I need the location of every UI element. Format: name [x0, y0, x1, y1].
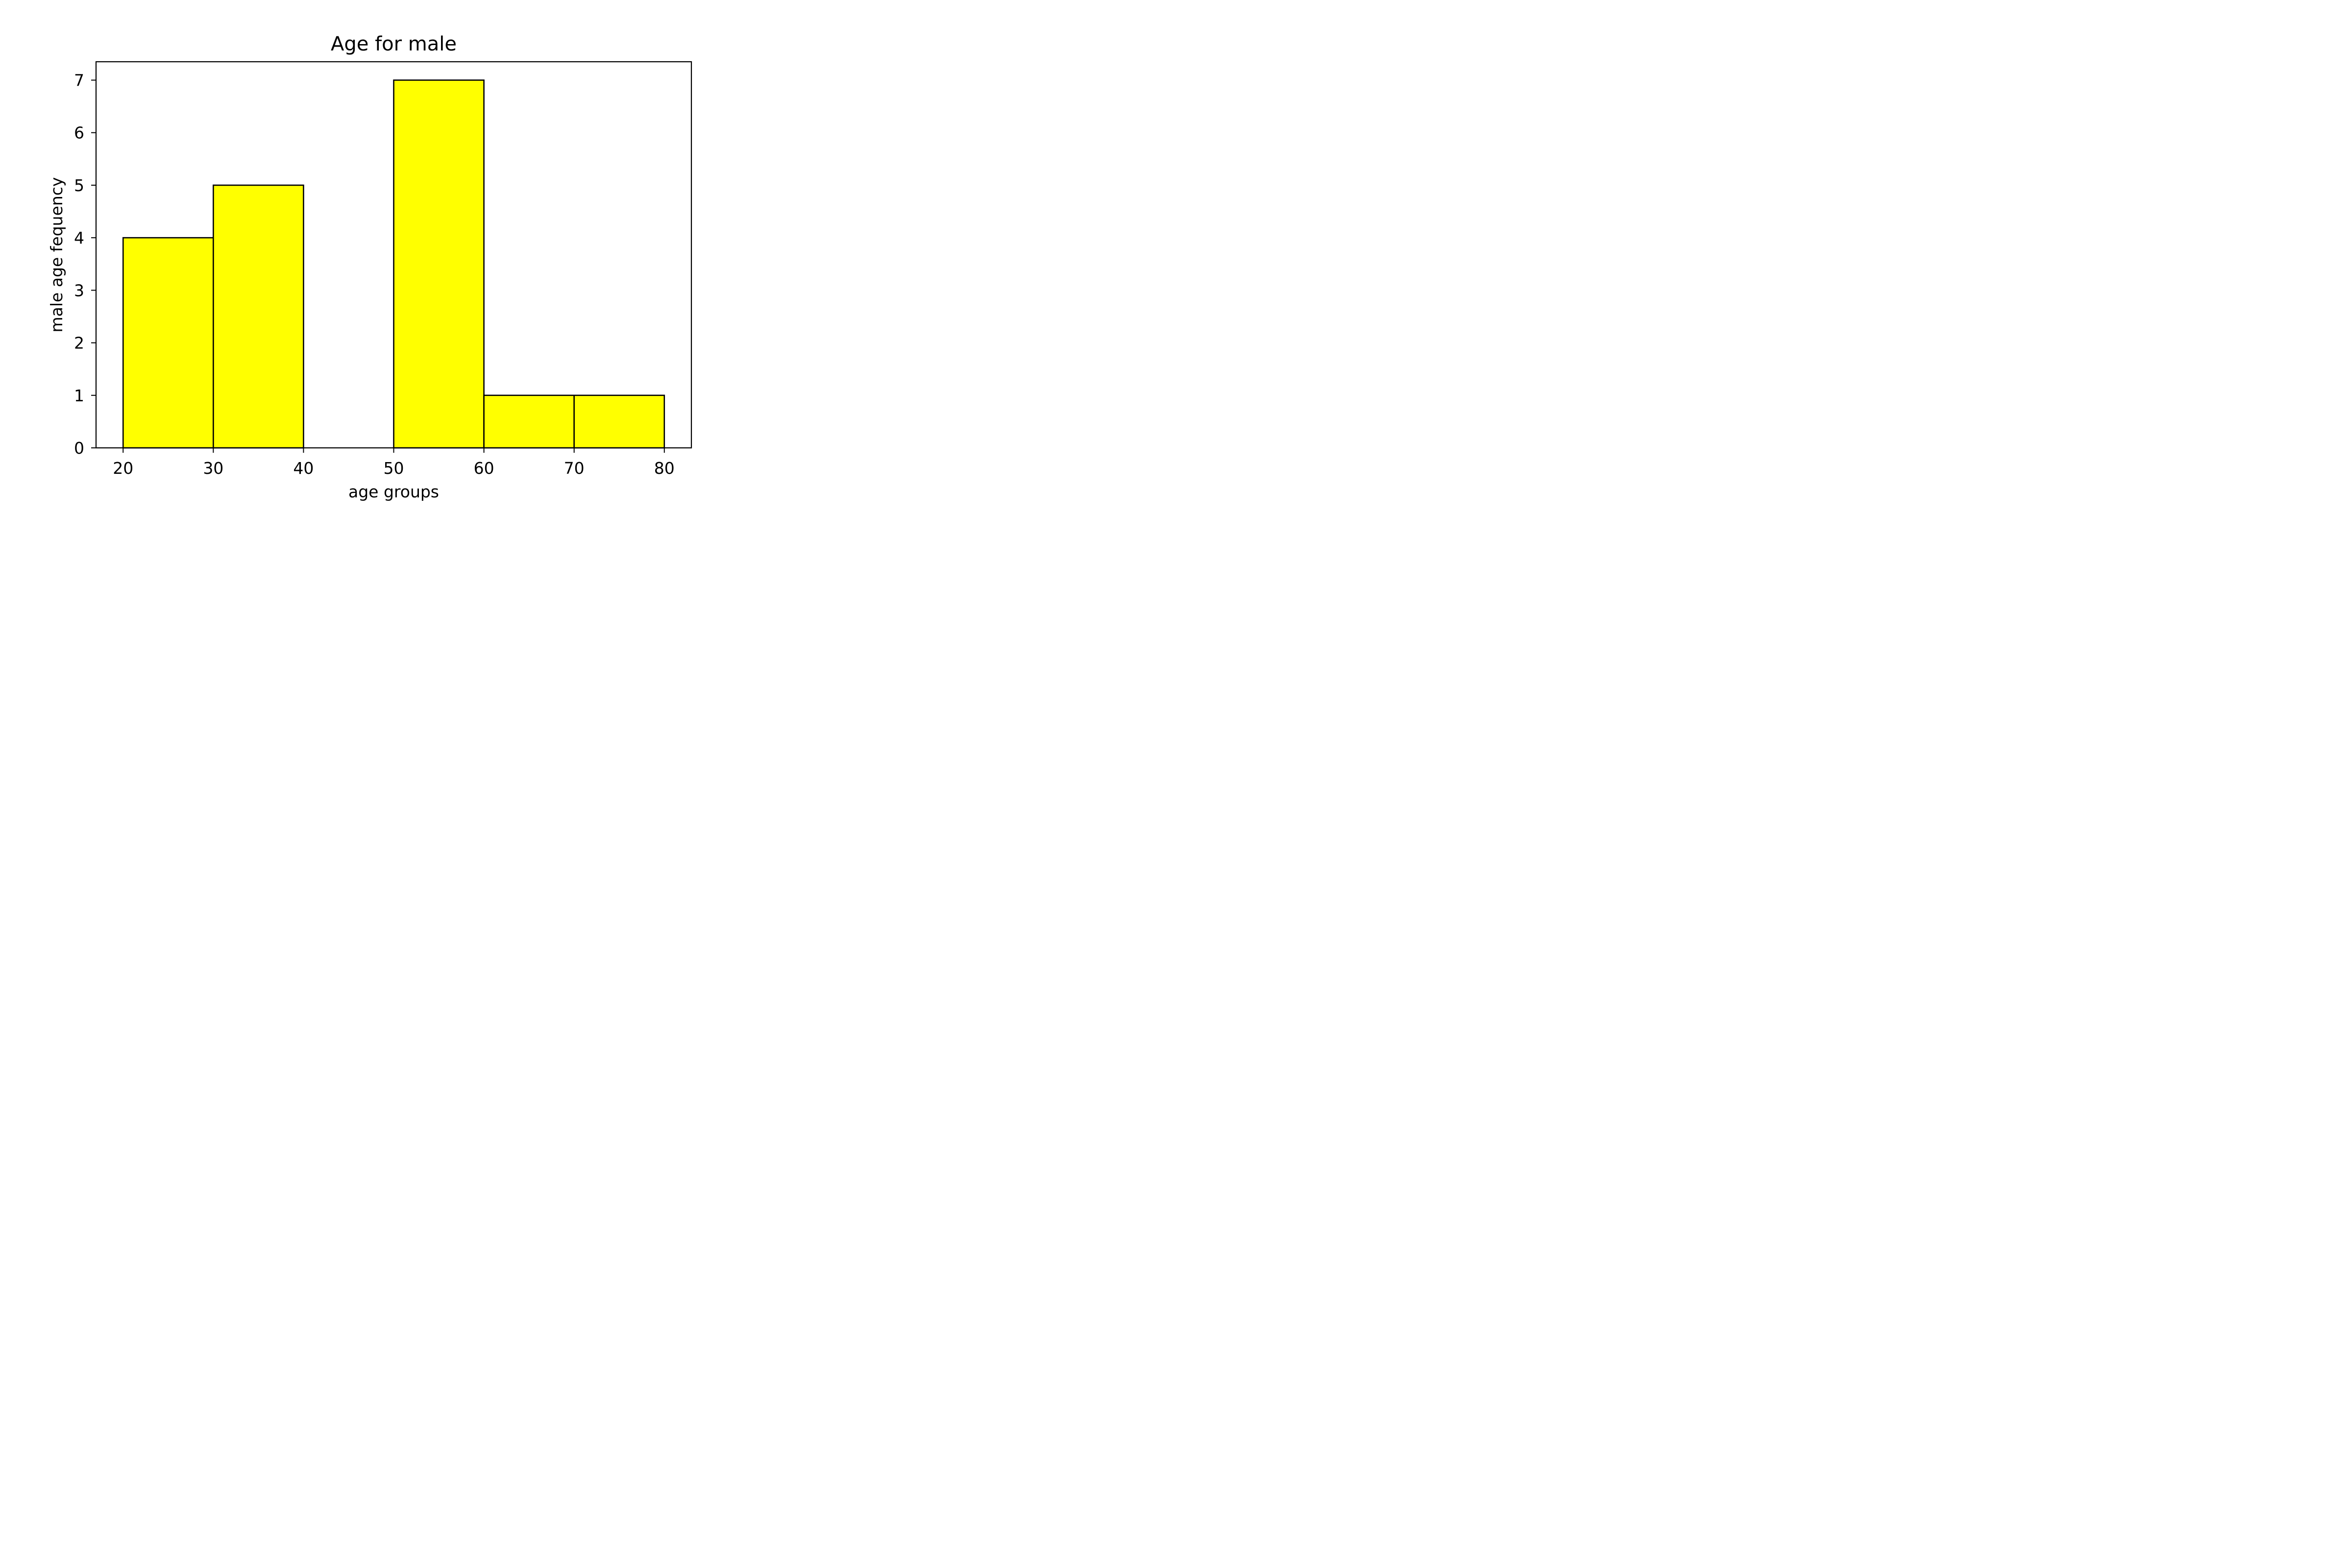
histogram-bar-20-30: [122, 237, 214, 449]
y-tick-label: 0: [74, 439, 84, 458]
y-tick-label: 4: [74, 228, 84, 247]
y-tick-label: 7: [74, 71, 84, 90]
y-tick-label: 5: [74, 176, 84, 195]
y-tick-label: 3: [74, 281, 84, 300]
y-tick-label: 2: [74, 334, 84, 353]
histogram-chart: 20 30 40 50 60 70 80 0 1 2 3 4 5 6 7 Age for male age…: [0, 0, 758, 516]
x-tick-label: 70: [564, 459, 585, 478]
x-ticks-group: 20 30 40 50 60 70 80: [113, 448, 675, 478]
histogram-bar-60-70: [483, 394, 575, 449]
x-tick-label: 80: [654, 459, 675, 478]
y-tick-label: 1: [74, 386, 84, 405]
y-ticks-group: 0 1 2 3 4 5 6 7: [74, 71, 96, 458]
bars-group: [122, 79, 665, 449]
y-tick-label: 6: [74, 123, 84, 143]
y-axis-label: male age fequency: [47, 177, 66, 333]
x-axis-label: age groups: [348, 482, 439, 501]
x-tick-label: 40: [293, 459, 314, 478]
x-tick-label: 20: [113, 459, 133, 478]
histogram-bar-70-80: [573, 394, 665, 449]
chart-title: Age for male: [331, 33, 457, 55]
x-tick-label: 50: [384, 459, 404, 478]
histogram-bar-30-40: [213, 184, 304, 449]
x-tick-label: 30: [203, 459, 223, 478]
x-tick-label: 60: [474, 459, 494, 478]
histogram-bar-50-60: [393, 79, 485, 449]
